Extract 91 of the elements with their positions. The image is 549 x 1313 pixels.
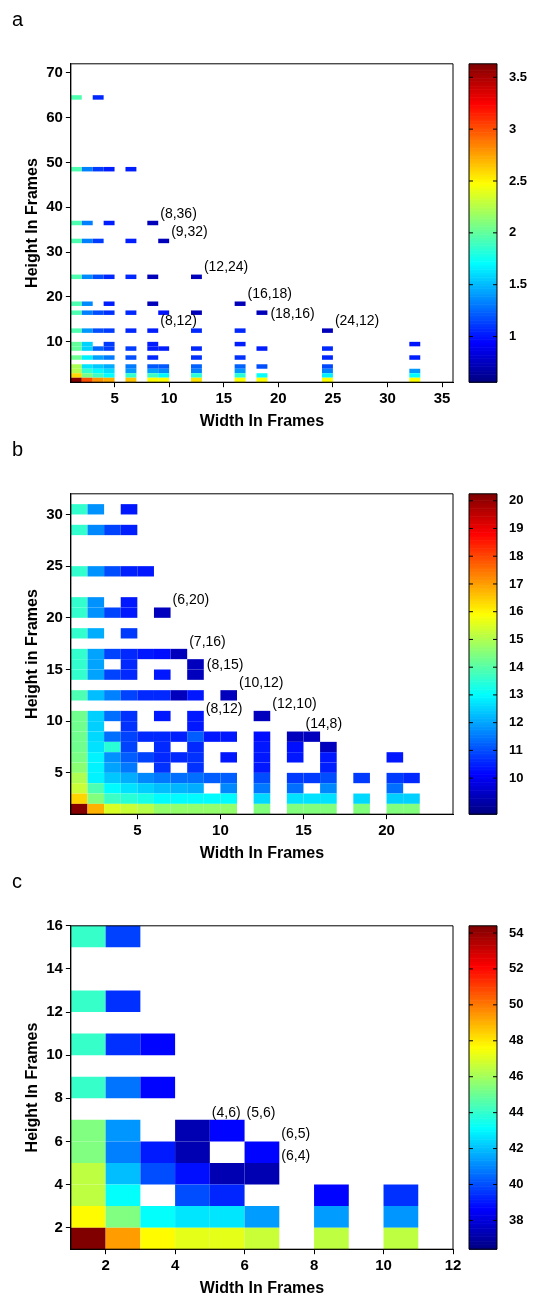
x-tick-label: 6 [240, 1256, 249, 1274]
y-tick-label: 4 [54, 1174, 64, 1192]
color-bar-label: 20 [509, 492, 524, 508]
y-tick-label: 10 [46, 711, 63, 729]
annotation: (6,4) [281, 1146, 311, 1163]
x-axis-title: Width In Frames [199, 844, 325, 862]
x-tick-label: 10 [160, 389, 178, 407]
y-tick-label: 14 [46, 959, 64, 977]
y-tick-label: 10 [46, 331, 63, 349]
x-tick-label: 10 [212, 821, 229, 839]
annotation: (14,8) [305, 715, 343, 732]
y-tick-label: 30 [46, 504, 63, 522]
color-bar-label: 1 [509, 328, 517, 344]
annotation: (24,12) [334, 312, 380, 329]
color-bar-label: 16 [509, 603, 524, 619]
color-bar-label: 46 [509, 1068, 524, 1084]
color-bar-label: 3.5 [509, 68, 528, 84]
x-tick-label: 4 [170, 1256, 180, 1274]
color-bar-label: 44 [509, 1104, 525, 1120]
color-bar-label: 52 [509, 960, 524, 976]
annotation: (9,32) [171, 222, 208, 239]
annotation: (8,15) [206, 656, 244, 673]
x-tick-label: 8 [309, 1256, 319, 1274]
y-tick-label: 50 [46, 152, 63, 170]
y-tick-label: 30 [46, 242, 63, 260]
y-tick-label: 6 [54, 1131, 63, 1149]
color-bar-label: 38 [509, 1212, 524, 1228]
x-tick-label: 20 [269, 389, 287, 407]
color-bar-label: 10 [509, 769, 524, 785]
annotation: (6,20) [172, 591, 210, 608]
color-bar-label: 17 [509, 575, 524, 591]
x-axis-title: Width In Frames [199, 412, 325, 430]
y-tick-label: 2 [54, 1217, 63, 1235]
y-tick-label: 16 [46, 915, 63, 933]
annotation: (8,12) [160, 312, 197, 329]
y-axis-title: Height In Frames [23, 158, 41, 288]
chart-title: c [12, 869, 22, 892]
color-bar-label: 1.5 [509, 276, 528, 292]
color-bar-label: 2 [509, 224, 517, 240]
y-axis-title: Height In Frames [23, 1022, 41, 1153]
annotation: (16,18) [247, 285, 292, 302]
color-bar-label: 19 [509, 520, 524, 536]
y-tick-label: 10 [46, 1045, 63, 1063]
color-bar-label: 40 [509, 1176, 524, 1192]
color-bar-label: 2.5 [509, 172, 528, 188]
annotation: (6,5) [281, 1125, 311, 1142]
x-tick-label: 12 [444, 1256, 462, 1274]
x-tick-label: 5 [133, 821, 142, 839]
annotation: (12,24) [203, 258, 249, 275]
color-bar-label: 48 [509, 1032, 524, 1048]
x-tick-label: 5 [110, 389, 119, 407]
y-tick-label: 12 [46, 1002, 63, 1020]
color-bar-label: 3 [509, 120, 517, 136]
x-tick-label: 2 [101, 1256, 110, 1274]
y-tick-label: 70 [46, 62, 63, 80]
x-tick-label: 15 [215, 389, 233, 407]
annotation: (5,6) [246, 1103, 276, 1120]
color-bar-label: 54 [509, 924, 525, 940]
x-axis-title: Width In Frames [199, 1279, 325, 1297]
y-tick-label: 20 [46, 287, 63, 305]
annotation: (12,10) [272, 694, 317, 711]
annotation: (4,6) [211, 1103, 241, 1120]
color-bar-label: 14 [509, 658, 525, 674]
y-tick-label: 60 [46, 107, 63, 125]
y-tick-label: 15 [46, 659, 63, 677]
x-tick-label: 25 [324, 389, 342, 407]
annotation: (8,12) [205, 700, 243, 717]
annotation: (7,16) [189, 632, 226, 649]
color-bar-label: 13 [509, 686, 524, 702]
color-bar-label: 18 [509, 547, 524, 563]
y-tick-label: 8 [54, 1088, 63, 1106]
x-tick-label: 10 [375, 1256, 392, 1274]
y-axis-title: Height in Frames [23, 589, 41, 719]
y-tick-label: 40 [46, 197, 63, 215]
y-tick-label: 20 [46, 607, 63, 625]
x-tick-label: 35 [433, 389, 451, 407]
y-tick-label: 5 [54, 763, 63, 780]
color-bar-label: 42 [509, 1140, 524, 1156]
x-tick-label: 20 [378, 821, 395, 839]
chart-title: b [12, 437, 24, 460]
annotation: (18,16) [270, 304, 315, 321]
annotation: (8,36) [160, 204, 197, 221]
y-tick-label: 25 [46, 556, 63, 574]
chart-title: a [12, 7, 24, 30]
color-bar-label: 11 [509, 741, 523, 757]
color-bar-label: 15 [509, 631, 524, 647]
x-tick-label: 15 [295, 821, 312, 839]
annotation: (10,12) [239, 674, 284, 691]
x-tick-label: 30 [379, 389, 396, 407]
color-bar-label: 50 [509, 996, 524, 1012]
color-bar-label: 12 [509, 714, 524, 730]
